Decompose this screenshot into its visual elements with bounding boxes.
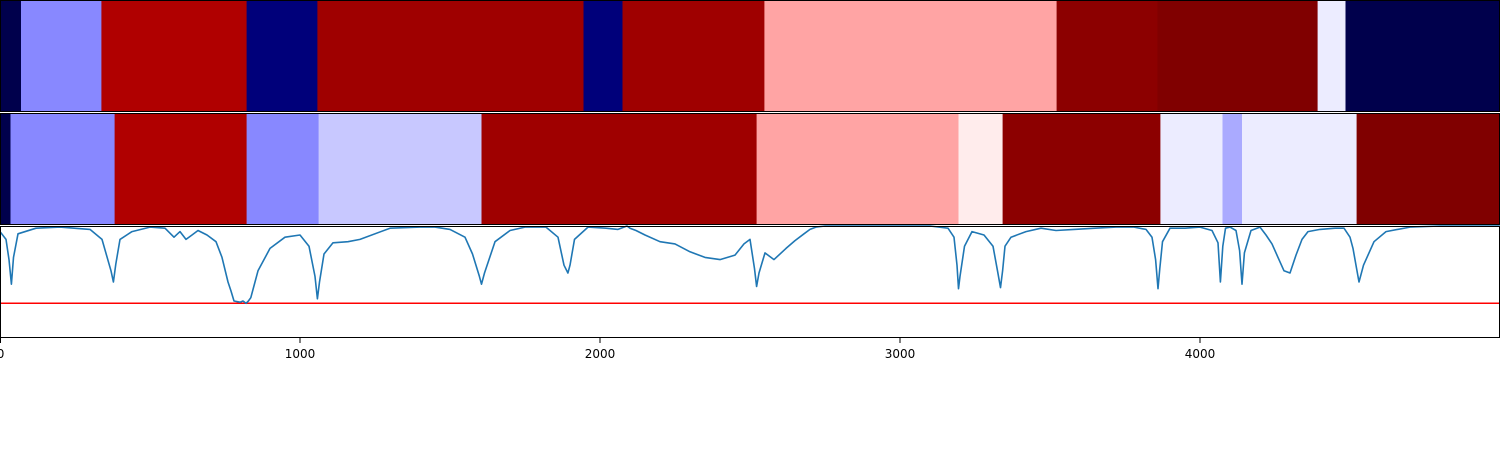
- heatmap-cell-0-10: [1317, 0, 1346, 112]
- signal-line-panel: [0, 225, 1500, 338]
- middle-heatmap-strip: [0, 113, 1500, 225]
- heatmap-cell-0-0: [0, 0, 22, 112]
- heatmap-cell-1-4: [318, 113, 482, 225]
- x-tick-label: 1000: [285, 347, 316, 361]
- heatmap-cell-1-8: [1002, 113, 1161, 225]
- x-axis: 0 1000 2000 3000 4000: [0, 338, 1215, 361]
- heatmap-cell-0-2: [101, 0, 248, 112]
- heatmap-cell-0-3: [246, 0, 318, 112]
- x-tick-label: 4000: [1185, 347, 1216, 361]
- heatmap-cell-1-6: [756, 113, 959, 225]
- signal-series-line-0: [0, 225, 1500, 305]
- heatmap-cell-0-1: [21, 0, 102, 112]
- x-tick-label: 0: [0, 347, 4, 361]
- heatmap-cell-0-4: [317, 0, 584, 112]
- heatmap-cell-1-12: [1356, 113, 1500, 225]
- x-tick-label: 3000: [885, 347, 916, 361]
- heatmap-cell-0-6: [622, 0, 765, 112]
- heatmap-cell-1-11: [1242, 113, 1358, 225]
- heatmap-cell-1-9: [1160, 113, 1223, 225]
- heatmap-cell-0-7: [764, 0, 1058, 112]
- top-heatmap-strip: [0, 0, 1500, 112]
- x-tick-label: 2000: [585, 347, 616, 361]
- heatmap-cell-1-5: [481, 113, 758, 225]
- heatmap-cell-0-11: [1345, 0, 1500, 112]
- heatmap-cell-1-7: [958, 113, 1004, 225]
- heatmap-cell-1-0: [0, 113, 11, 225]
- heatmap-cell-1-10: [1222, 113, 1243, 225]
- heatmap-cell-1-3: [246, 113, 320, 225]
- heatmap-cell-0-8: [1056, 0, 1158, 112]
- heatmap-cell-1-2: [114, 113, 248, 225]
- heatmap-cell-1-1: [10, 113, 116, 225]
- heatmap-cell-0-9: [1157, 0, 1319, 112]
- heatmap-cell-0-5: [583, 0, 623, 112]
